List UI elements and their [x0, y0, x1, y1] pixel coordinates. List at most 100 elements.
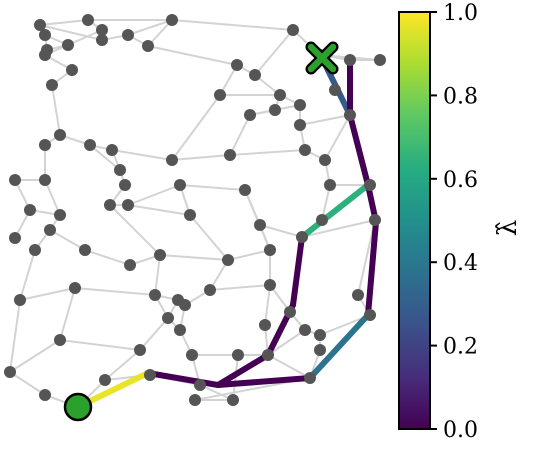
graph-node: [222, 254, 234, 266]
graph-node: [54, 129, 66, 141]
graph-node: [174, 324, 186, 336]
colorbar-tick-label: 0.2: [443, 335, 478, 360]
goal-x-fill: [307, 43, 337, 73]
graph-edge: [229, 114, 251, 156]
graph-node: [227, 394, 239, 406]
graph-edge: [19, 287, 76, 301]
graph-node: [82, 14, 94, 26]
graph-node: [119, 179, 131, 191]
graph-edge: [171, 19, 294, 31]
graph-node: [179, 299, 191, 311]
graph-edge: [74, 287, 156, 296]
graph-node: [239, 184, 251, 196]
colorbar-tick-label: 1.0: [443, 1, 478, 26]
graph-edge: [171, 94, 221, 161]
graph-edge: [9, 339, 61, 373]
graph-node: [54, 209, 66, 221]
graph-node: [231, 59, 243, 71]
graph-node: [294, 119, 306, 131]
graph-edge: [19, 249, 36, 301]
graph-node: [79, 244, 91, 256]
graph-edge: [189, 214, 229, 261]
graph-node: [106, 144, 118, 156]
graph-node: [304, 372, 316, 384]
graph-node: [122, 29, 134, 41]
green-circle-start-icon: [63, 392, 93, 422]
path-segment: [145, 370, 221, 388]
graph-node: [39, 139, 51, 151]
colorbar-gradient: [398, 11, 431, 430]
graph-edge: [159, 254, 229, 261]
graph-node: [142, 40, 154, 52]
graph-node: [224, 149, 236, 161]
graph-edge: [89, 144, 121, 171]
graph-node: [96, 24, 108, 36]
graph-edge: [127, 204, 191, 216]
graph-node: [9, 174, 21, 186]
graph-node: [254, 219, 266, 231]
graph-edge: [139, 317, 169, 351]
graph-node: [186, 349, 198, 361]
graph-node: [284, 306, 296, 318]
graph-node: [269, 104, 281, 116]
graph-node: [14, 294, 26, 306]
graph-node: [194, 379, 206, 391]
graph-node: [174, 179, 186, 191]
graph-node: [124, 259, 136, 271]
graph-node: [352, 289, 364, 301]
graph-edge: [84, 249, 131, 266]
graph-node: [324, 179, 336, 191]
path-segment: [307, 312, 371, 381]
graph-node: [244, 109, 256, 121]
colorbar: 0.0 0.2 0.4 0.6 0.8 1.0 λ̂: [398, 1, 523, 443]
graph-node: [122, 199, 134, 211]
graph-node: [364, 309, 376, 321]
graph-node: [84, 139, 96, 151]
graph-node: [344, 54, 356, 66]
colorbar-tick-label: 0.0: [443, 418, 478, 443]
graph-node: [184, 209, 196, 221]
graph-edge: [59, 339, 141, 351]
graph-node: [66, 64, 78, 76]
graph-node: [264, 244, 276, 256]
graph-node: [99, 374, 111, 386]
colorbar-label: λ̂: [493, 220, 523, 236]
green-x-goal-icon: [305, 41, 339, 75]
graph-node: [69, 282, 81, 294]
graph-edge: [39, 19, 89, 26]
graph-node: [39, 49, 51, 61]
graph-node: [262, 349, 274, 361]
markers: [63, 41, 339, 422]
path-segment: [365, 219, 379, 318]
graph-node: [144, 369, 156, 381]
graph-node: [39, 29, 51, 41]
path-segment: [290, 234, 305, 308]
graph-node: [287, 24, 299, 36]
graph-node: [249, 69, 261, 81]
graph-node: [162, 312, 174, 324]
graph-edge: [9, 371, 46, 396]
graph-node: [204, 284, 216, 296]
graph-node: [364, 179, 376, 191]
graph-node: [319, 154, 331, 166]
graph-edge: [127, 184, 181, 206]
graph-node: [34, 19, 46, 31]
graph-node: [214, 89, 226, 101]
graph-edge: [299, 114, 351, 126]
graph-node: [274, 89, 286, 101]
graph-node: [369, 214, 381, 226]
colorbar-tick-label: 0.4: [443, 251, 478, 276]
graph-node: [314, 329, 326, 341]
path-segment: [215, 352, 271, 388]
graph-edge: [9, 299, 21, 373]
graph-node: [296, 231, 308, 243]
graph-edge: [267, 354, 311, 379]
graph-edge: [44, 179, 61, 216]
graph-node: [259, 319, 271, 331]
graph-node: [54, 334, 66, 346]
graph-node: [39, 389, 51, 401]
graph-edge: [227, 249, 271, 261]
graph-edge: [39, 24, 103, 41]
graph-node: [44, 224, 56, 236]
